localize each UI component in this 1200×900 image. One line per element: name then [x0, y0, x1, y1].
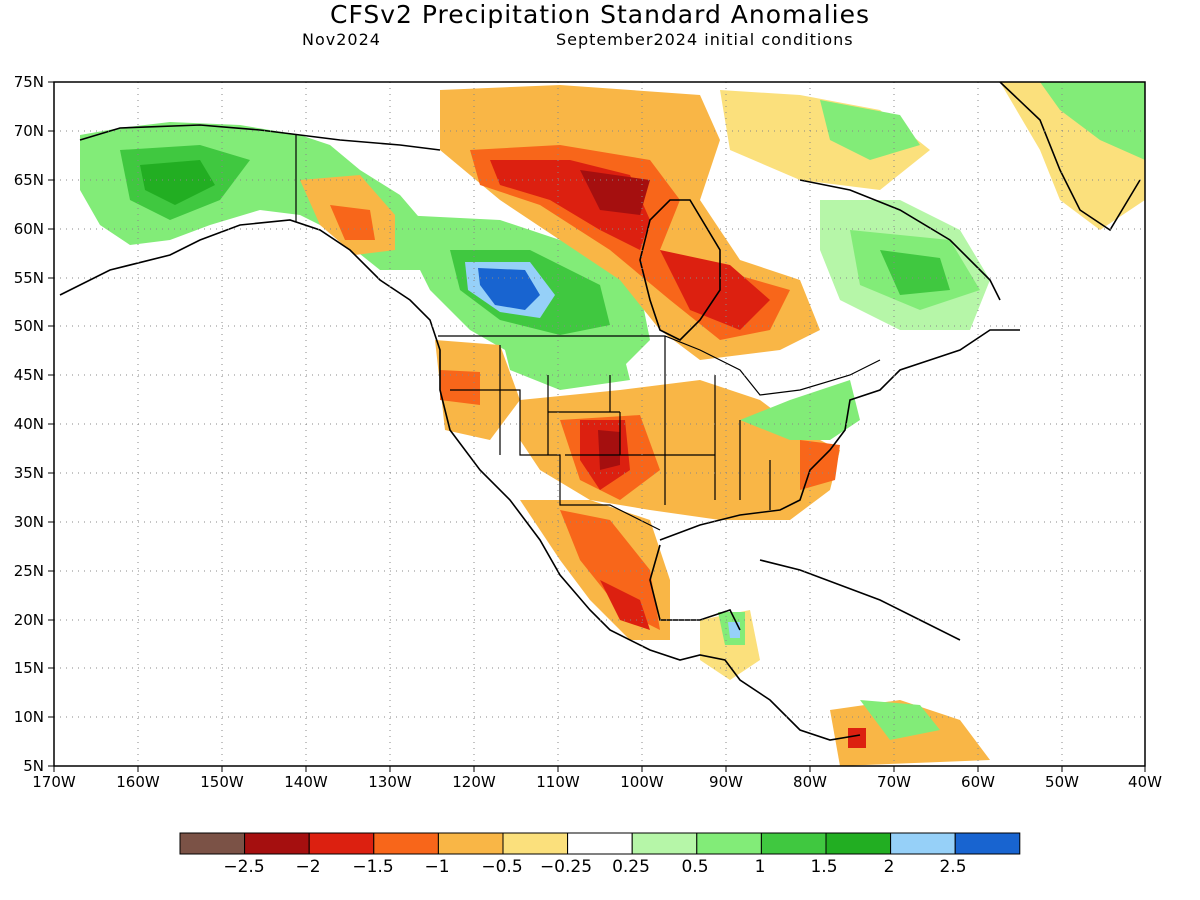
lon-label: 100W	[620, 773, 664, 791]
colorbar-swatch	[760, 832, 827, 855]
colorbar-label: 2.5	[939, 857, 967, 877]
northern-plains-wet	[500, 330, 630, 390]
arctic-coastline-west	[79, 124, 441, 151]
colorbar-swatch	[373, 832, 439, 855]
colorbar-swatch	[631, 832, 698, 855]
yukon-dry-core	[330, 205, 375, 240]
ohio-valley-wet	[740, 380, 860, 440]
ontario-dry-high	[660, 250, 770, 330]
lat-label: 5N	[23, 757, 44, 775]
us-canada-border	[438, 335, 881, 396]
colorbar-label: 0.5	[681, 857, 709, 877]
lon-label: 90W	[709, 773, 743, 791]
colorbar-label: 0.25	[612, 857, 650, 877]
colorbar-swatch	[954, 832, 1021, 855]
lon-label: 50W	[1045, 773, 1079, 791]
lat-label: 25N	[13, 562, 44, 580]
lon-label: 110W	[536, 773, 580, 791]
colorbar-swatch	[890, 832, 956, 855]
alaska-wet-peak	[140, 160, 215, 205]
lat-label: 60N	[13, 220, 44, 238]
venezuela-wet	[860, 700, 940, 740]
lon-label: 80W	[793, 773, 827, 791]
colorbar-label: 1.5	[810, 857, 838, 877]
lon-label: 70W	[877, 773, 911, 791]
lon-label: 160W	[116, 773, 160, 791]
colorbar-label: −2.5	[223, 857, 265, 877]
mexico-dry-core	[600, 580, 650, 630]
colorbar-swatch	[696, 832, 762, 855]
yucatan-wet-core	[728, 622, 740, 638]
lat-label: 40N	[13, 415, 44, 433]
us-mexico-border-west	[450, 389, 661, 531]
graticule	[54, 82, 1145, 766]
colorbar-swatch	[437, 832, 504, 855]
carolina-dry	[800, 440, 840, 490]
western-canada-wet-peak	[478, 268, 540, 310]
atlantic-coastline	[659, 329, 1020, 541]
colorbar-label: −0.25	[539, 857, 593, 877]
gulf-coastline	[649, 544, 741, 631]
forecast-month: Nov2024	[302, 30, 381, 49]
colorbar-swatch	[825, 832, 892, 855]
lat-label: 20N	[13, 611, 44, 629]
lat-label: 65N	[13, 171, 44, 189]
greenland-wet	[1040, 82, 1145, 160]
colorbar-swatch	[308, 832, 375, 855]
axis-ticks	[48, 81, 1146, 772]
lat-label: 55N	[13, 269, 44, 287]
caribbean-islands	[759, 559, 961, 641]
lat-label: 45N	[13, 366, 44, 384]
colorbar-label: −1	[424, 857, 450, 877]
lon-label: 140W	[284, 773, 328, 791]
lon-label: 120W	[452, 773, 496, 791]
lon-label: 60W	[961, 773, 995, 791]
colorbar-label: −0.5	[481, 857, 523, 877]
initial-conditions: September2024 initial conditions	[556, 30, 854, 49]
lat-label: 75N	[13, 73, 44, 91]
lon-label: 150W	[200, 773, 244, 791]
greenland-coastline	[999, 82, 1141, 232]
labrador-wet-core	[880, 250, 950, 295]
political-boundaries	[295, 135, 881, 531]
colorbar-swatch	[567, 832, 633, 855]
hudson-bay-outline	[639, 199, 721, 341]
us-state-lines	[499, 336, 771, 510]
colorbar-label: 1	[754, 857, 766, 877]
colorbar	[179, 832, 1021, 855]
pacific-coastline	[59, 219, 861, 741]
hudson-dry-peak	[580, 170, 650, 215]
lon-label: 170W	[32, 773, 76, 791]
lat-label: 50N	[13, 317, 44, 335]
coastlines	[59, 82, 1141, 741]
map-title: CFSv2 Precipitation Standard Anomalies	[329, 0, 870, 29]
southern-plains-dry-peak	[598, 430, 620, 470]
lon-label: 130W	[368, 773, 412, 791]
lat-label: 70N	[13, 122, 44, 140]
anomaly-fields	[80, 82, 1145, 766]
lat-label: 15N	[13, 659, 44, 677]
lat-label: 35N	[13, 464, 44, 482]
labrador-coastline	[799, 179, 1001, 301]
colorbar-label: −1.5	[352, 857, 394, 877]
colorbar-label: 2	[883, 857, 895, 877]
baffin-wet	[820, 100, 920, 160]
colorbar-swatch	[244, 832, 310, 855]
lat-label: 10N	[13, 708, 44, 726]
colorbar-label: −2	[295, 857, 321, 877]
colorbar-swatch	[502, 832, 569, 855]
pacific-northwest-dry-core	[440, 370, 480, 405]
colorbar-swatch	[179, 832, 246, 855]
lon-label: 40W	[1128, 773, 1162, 791]
colombia-dry-core	[848, 728, 866, 748]
lat-label: 30N	[13, 513, 44, 531]
